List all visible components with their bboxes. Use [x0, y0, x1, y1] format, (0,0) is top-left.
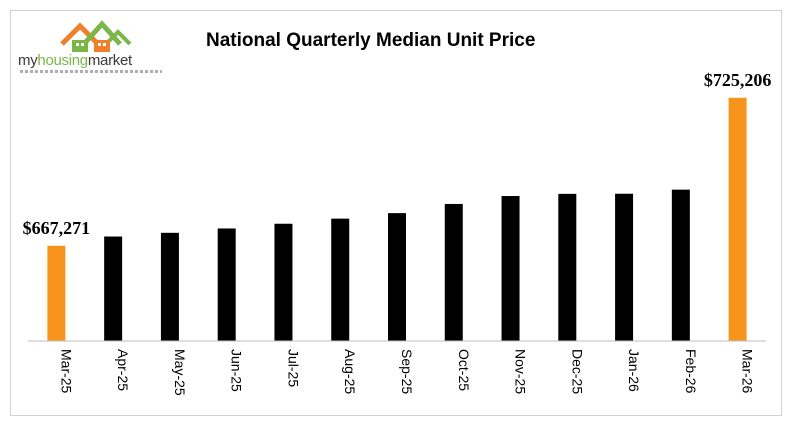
x-tick-label: Mar-25 [58, 349, 74, 394]
bar-nov-25 [501, 196, 520, 341]
x-tick-label: Nov-25 [513, 349, 529, 394]
x-tick-labels: Mar-25 Apr-25 May-25 Jun-25 Jul-25 Aug-25 Sep-… [58, 349, 755, 396]
bar-feb-26 [671, 189, 690, 341]
x-tick-label: Mar-26 [740, 349, 756, 394]
x-tick-label: May-25 [172, 349, 188, 396]
chart-frame [10, 10, 782, 416]
bars-group [47, 97, 747, 341]
x-tick-label: Dec-25 [569, 349, 585, 394]
bar-oct-25 [444, 203, 463, 341]
bar-jan-26 [615, 193, 634, 341]
bar-aug-25 [331, 218, 350, 341]
x-tick-label: Aug-25 [342, 349, 358, 394]
data-labels: $667,271 $725,206 [23, 70, 772, 238]
x-tick-label: Feb-26 [683, 349, 699, 394]
data-label: $725,206 [704, 70, 772, 90]
data-label: $667,271 [23, 218, 91, 238]
logo-tagline [20, 70, 162, 73]
logo-text-market: market [87, 52, 132, 69]
chart-title: National Quarterly Median Unit Price [206, 30, 536, 51]
myhousingmarket-logo: myhousingmarket [18, 18, 168, 78]
x-tick-label: Apr-25 [115, 349, 131, 391]
x-tick-label: Sep-25 [399, 349, 415, 394]
bar-apr-25 [104, 236, 123, 341]
bar-jun-25 [217, 228, 236, 341]
bar-dec-25 [558, 193, 577, 341]
logo-wordmark: myhousingmarket [18, 52, 132, 69]
house-roofs-icon [60, 20, 132, 52]
logo-text-my: my [18, 52, 38, 69]
bar-jul-25 [274, 223, 293, 341]
x-tick-label: Jun-25 [229, 349, 245, 392]
bar-may-25 [160, 232, 179, 341]
bar-mar-25 [47, 245, 66, 341]
x-tick-label: Jul-25 [285, 349, 301, 387]
x-tick-label: Jan-26 [626, 349, 642, 392]
bar-sep-25 [388, 213, 406, 341]
bar-mar-26 [728, 97, 747, 341]
x-tick-label: Oct-25 [456, 349, 472, 391]
logo-text-housing: housing [37, 52, 88, 69]
